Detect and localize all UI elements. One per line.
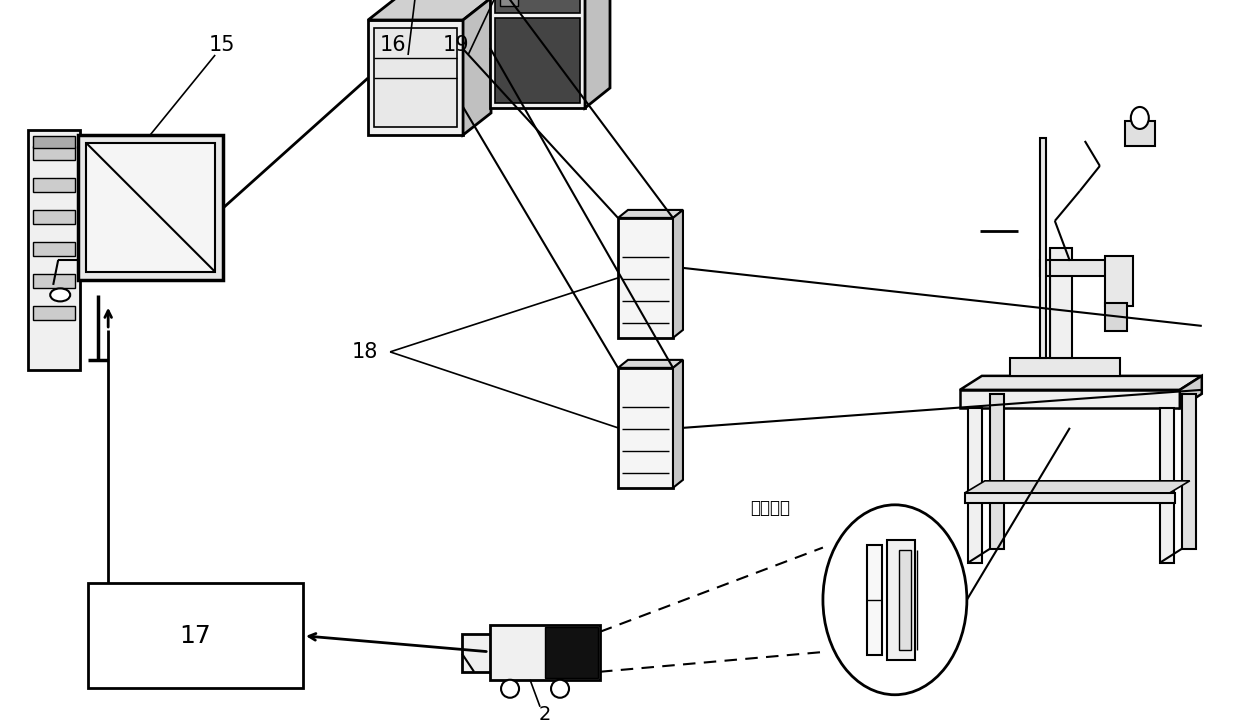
Ellipse shape <box>823 505 967 695</box>
Bar <box>374 28 458 127</box>
Bar <box>33 274 76 288</box>
Bar <box>78 135 223 280</box>
Bar <box>33 146 76 160</box>
Ellipse shape <box>50 289 71 302</box>
Bar <box>867 545 882 655</box>
Bar <box>1105 303 1127 331</box>
Bar <box>1009 358 1120 376</box>
Bar <box>500 0 518 6</box>
Circle shape <box>501 680 520 698</box>
Bar <box>87 143 216 272</box>
Polygon shape <box>960 376 1202 390</box>
Bar <box>1125 121 1154 146</box>
Bar <box>618 368 673 488</box>
Text: 18: 18 <box>352 342 378 362</box>
Polygon shape <box>673 210 683 338</box>
Bar <box>1105 256 1133 306</box>
Text: 16: 16 <box>379 35 407 55</box>
Text: 17: 17 <box>180 624 211 648</box>
Text: 图像采集: 图像采集 <box>750 499 790 517</box>
Polygon shape <box>965 481 1190 493</box>
Polygon shape <box>368 0 491 20</box>
Polygon shape <box>673 360 683 488</box>
Bar <box>618 218 673 338</box>
Bar <box>899 550 911 650</box>
Bar <box>1050 248 1071 358</box>
Polygon shape <box>1179 376 1202 408</box>
Polygon shape <box>463 0 491 135</box>
Bar <box>88 583 303 688</box>
Bar <box>960 390 1179 408</box>
Bar <box>490 624 600 680</box>
Polygon shape <box>585 0 610 108</box>
Bar <box>368 20 463 135</box>
Text: 19: 19 <box>443 35 470 55</box>
Bar <box>965 493 1174 503</box>
Bar <box>1040 260 1125 276</box>
Bar <box>495 18 580 103</box>
Bar <box>490 0 585 108</box>
Bar <box>33 242 76 256</box>
Text: 2: 2 <box>539 705 552 724</box>
Bar <box>463 634 492 672</box>
Bar <box>1159 408 1174 563</box>
Bar <box>990 394 1004 549</box>
Polygon shape <box>618 360 683 368</box>
Polygon shape <box>618 210 683 218</box>
Bar <box>29 130 81 370</box>
Ellipse shape <box>1131 107 1148 129</box>
Bar <box>495 0 580 13</box>
Bar <box>33 306 76 320</box>
Bar <box>546 627 598 678</box>
Bar <box>1182 394 1195 549</box>
Bar <box>887 540 915 660</box>
Circle shape <box>551 680 569 698</box>
Bar <box>968 408 982 563</box>
Bar <box>33 178 76 192</box>
Text: 15: 15 <box>208 35 236 55</box>
Bar <box>33 136 76 148</box>
Bar <box>1040 138 1045 358</box>
Bar <box>33 210 76 224</box>
